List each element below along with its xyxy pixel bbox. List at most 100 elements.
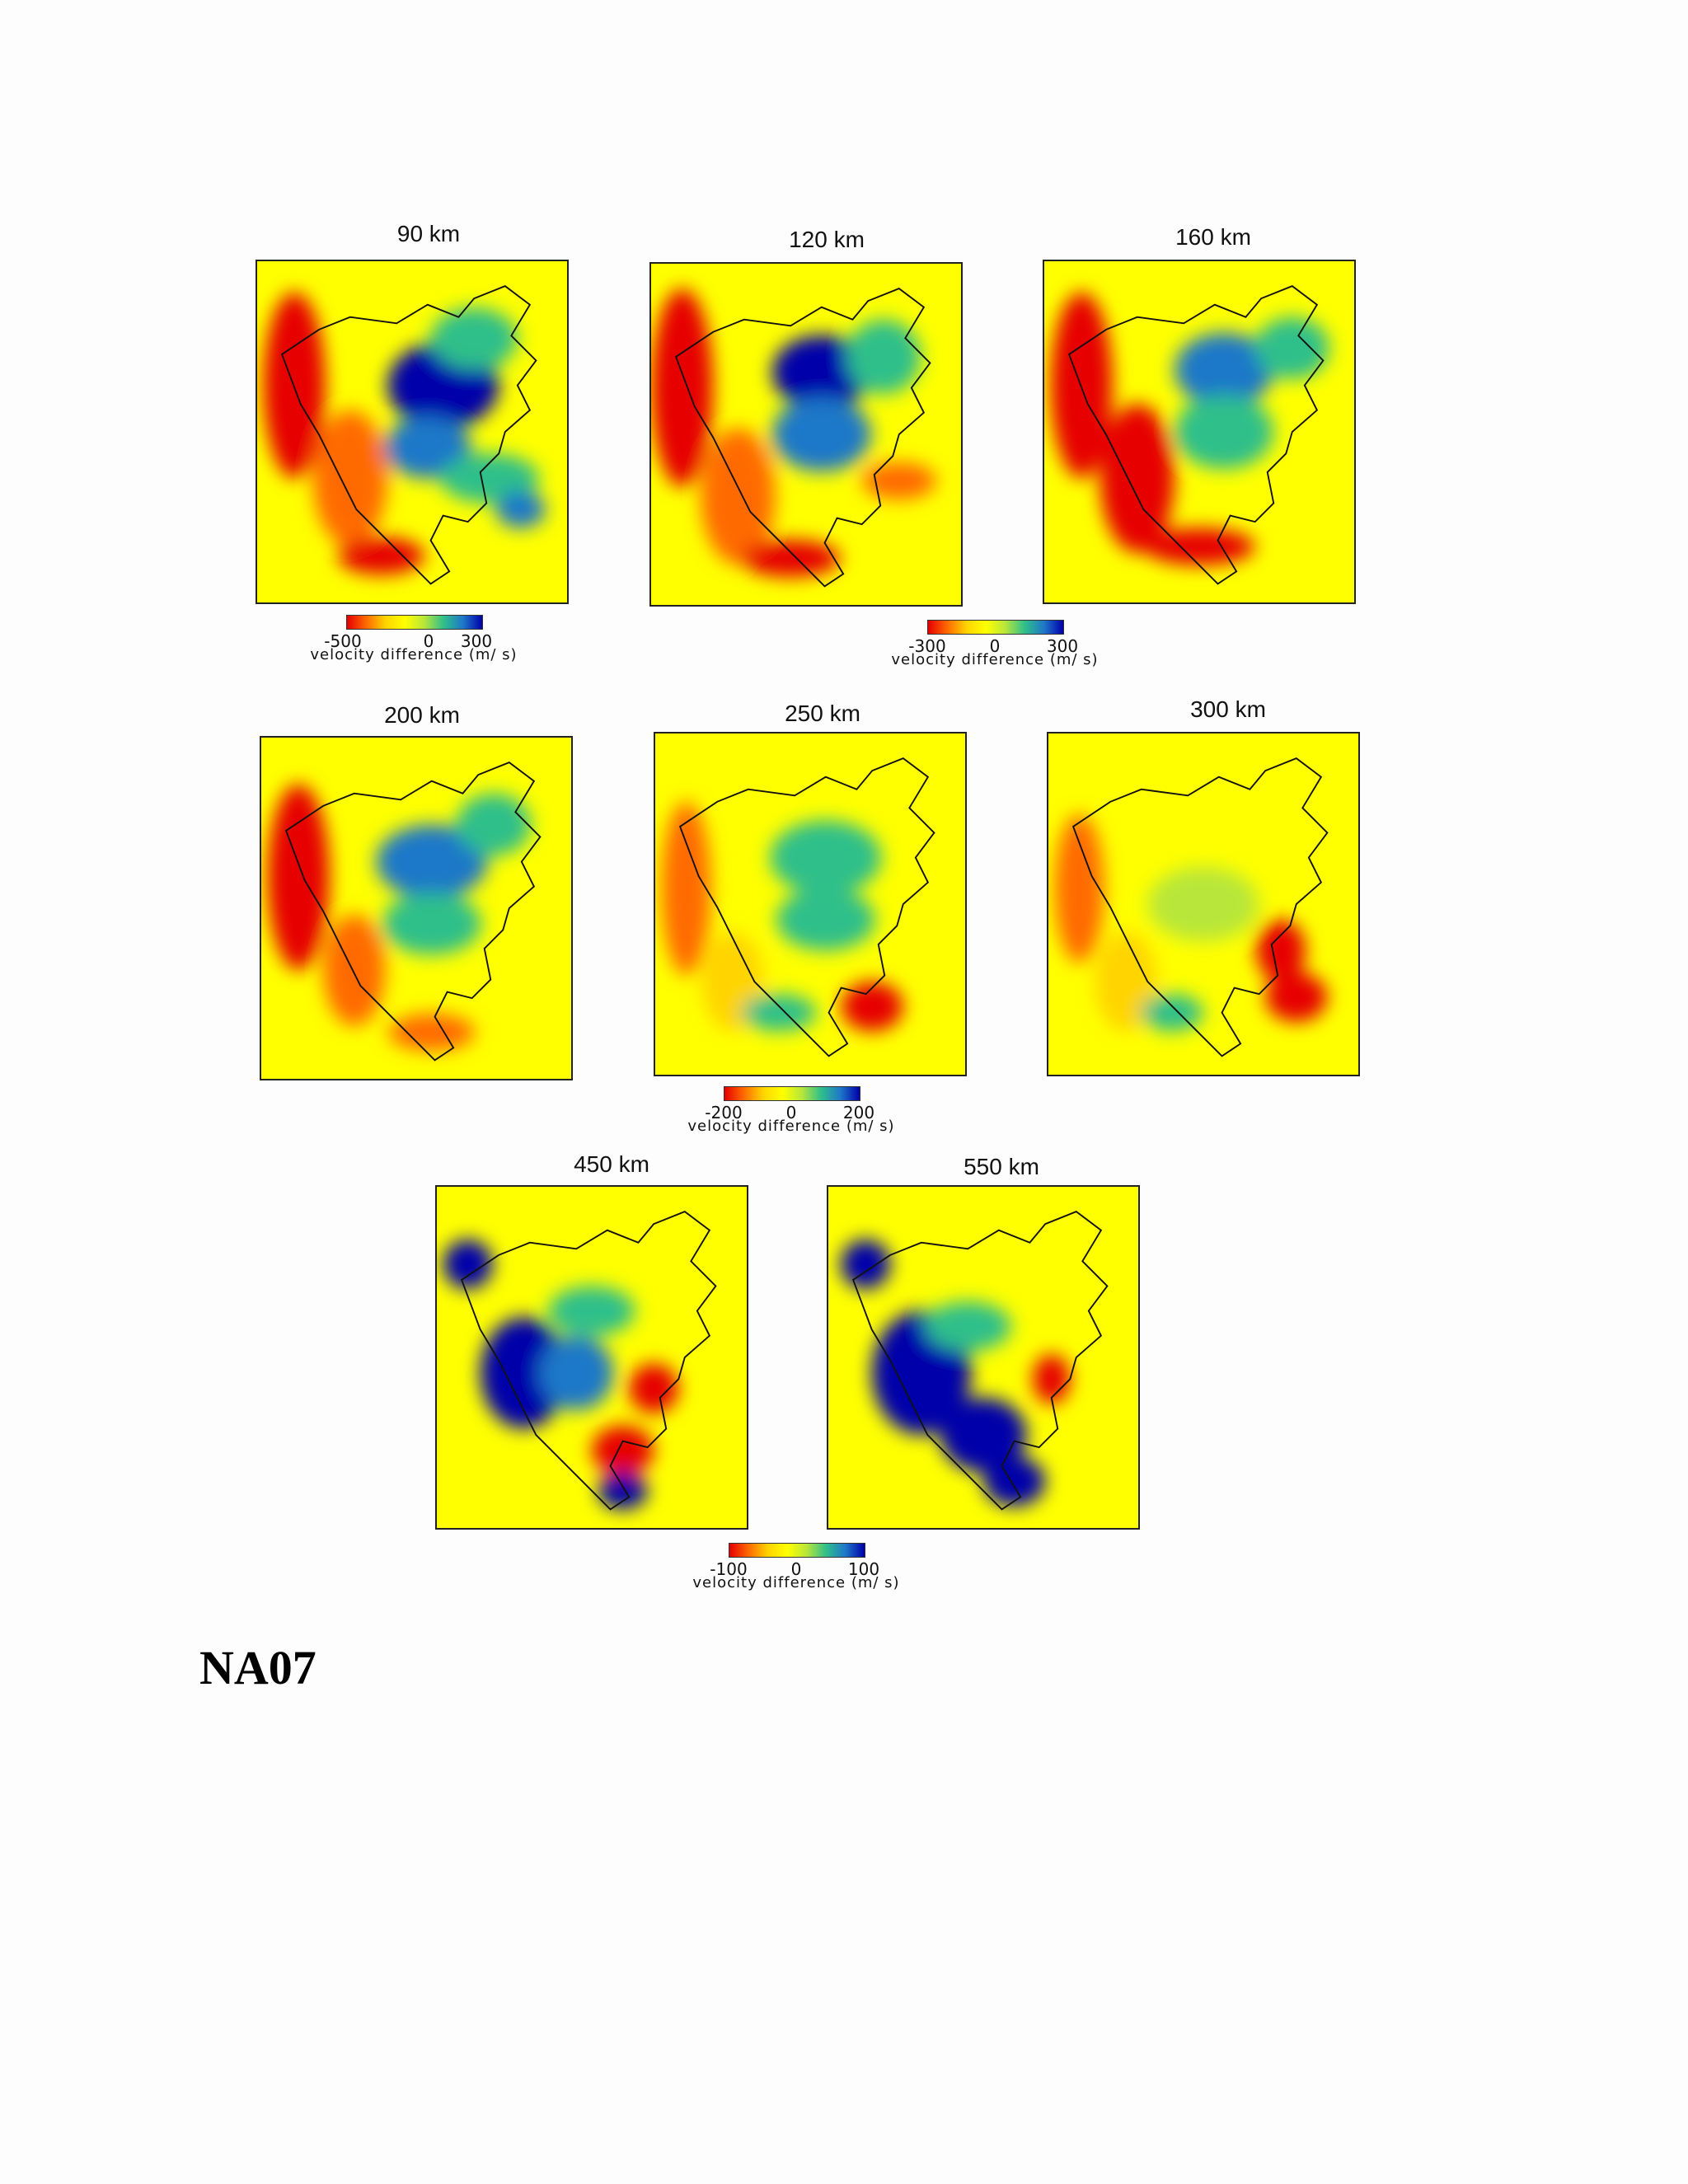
anomaly-region (1255, 919, 1306, 982)
map-panel-160km (1043, 260, 1356, 604)
anomaly-region (841, 982, 903, 1032)
anomaly-region (598, 1472, 648, 1510)
colorbar-mid: 0 (790, 1559, 802, 1579)
anomaly-region (661, 801, 711, 976)
map-anomaly-field (1054, 757, 1329, 1057)
panel-title-300km: 300 km (1190, 696, 1266, 722)
panel-title-90km: 90 km (396, 221, 461, 246)
colorbar-gradient (729, 1543, 865, 1558)
panel-title-200km: 200 km (384, 702, 460, 728)
colorbar-max: 300 (460, 631, 493, 651)
map-panel-90km (256, 260, 569, 604)
anomaly-region (651, 288, 714, 487)
map-anomaly-field (841, 1211, 1109, 1511)
panel-title-120km: 120 km (789, 227, 865, 252)
anomaly-region (430, 307, 518, 370)
colorbar-ticks: -300 0 300 (894, 636, 1095, 656)
anomaly-region (1265, 972, 1328, 1023)
colorbar-ticks: -100 0 100 (696, 1559, 897, 1579)
anomaly-region (770, 820, 882, 895)
anomaly-region (771, 396, 871, 472)
colorbar-gradient (724, 1086, 860, 1101)
colorbar-ticks: -500 0 300 (313, 631, 514, 651)
anomaly-region (1147, 866, 1259, 942)
anomaly-region (1254, 316, 1329, 380)
anomaly-region (539, 1335, 614, 1410)
anomaly-region (384, 416, 471, 479)
colorbar-max: 300 (1046, 636, 1079, 656)
colorbar-mid: 0 (785, 1103, 797, 1122)
colorbar-gradient (927, 620, 1064, 635)
coastline (284, 762, 542, 1062)
colorbar-min: -500 (324, 631, 362, 651)
anomaly-region (480, 1317, 567, 1429)
anomaly-region (267, 784, 330, 971)
map-panel-450km (435, 1185, 748, 1530)
anomaly-region (771, 335, 871, 410)
anomaly-region (592, 1425, 654, 1476)
colorbar-label: velocity difference (m/ s) (310, 646, 518, 663)
anomaly-region (1033, 1354, 1071, 1404)
model-heading: NA07 (199, 1641, 316, 1694)
colorbar-max: 100 (847, 1559, 880, 1579)
colorbar-label: velocity difference (m/ s) (692, 1574, 900, 1591)
anomaly-region (701, 428, 776, 565)
anomaly-region (388, 1013, 476, 1052)
anomaly-region (1100, 404, 1175, 553)
colorbar-mid: 0 (989, 636, 1001, 656)
anomaly-region (741, 539, 841, 578)
anomaly-region (983, 1456, 1046, 1507)
colorbar-mid: 0 (423, 631, 434, 651)
map-panel-200km (260, 736, 573, 1080)
coastline (674, 288, 931, 588)
anomaly-region (629, 1363, 679, 1413)
anomaly-region (841, 1239, 891, 1290)
anomaly-region (382, 893, 481, 955)
panel-title-250km: 250 km (785, 701, 860, 726)
panel-title-450km: 450 km (574, 1151, 649, 1177)
colorbar-min: -200 (705, 1103, 743, 1122)
map-anomaly-field (651, 288, 936, 588)
map-anomaly-field (661, 757, 935, 1057)
colorbar-ticks: -200 0 200 (691, 1103, 892, 1122)
anomaly-region (861, 462, 936, 500)
anomaly-region (1054, 813, 1104, 963)
map-anomaly-field (443, 1211, 717, 1511)
anomaly-region (776, 888, 875, 951)
map-anomaly-field (267, 762, 542, 1062)
anomaly-region (1141, 994, 1203, 1032)
anomaly-region (1143, 527, 1255, 565)
colorbar-gradient (346, 615, 483, 630)
panel-title-550km: 550 km (964, 1154, 1039, 1179)
anomaly-region (940, 1397, 1027, 1473)
map-anomaly-field (1050, 285, 1329, 585)
map-panel-120km (649, 262, 963, 607)
map-panel-250km (654, 732, 967, 1076)
map-panel-300km (1047, 732, 1360, 1076)
anomaly-region (742, 994, 817, 1032)
anomaly-region (456, 793, 532, 856)
anomaly-region (312, 410, 387, 547)
anomaly-region (1174, 394, 1274, 470)
anomaly-region (846, 319, 921, 395)
panel-title-160km: 160 km (1175, 224, 1251, 250)
anomaly-region (548, 1286, 635, 1336)
anomaly-region (495, 490, 546, 528)
map-anomaly-field (263, 285, 546, 585)
anomaly-region (376, 824, 488, 899)
map-panel-550km (827, 1185, 1140, 1530)
anomaly-region (1174, 332, 1274, 407)
anomaly-region (337, 537, 425, 575)
coastline (280, 285, 537, 585)
anomaly-region (1095, 931, 1157, 1032)
colorbar-label: velocity difference (m/ s) (687, 1118, 895, 1135)
colorbar-max: 200 (842, 1103, 875, 1122)
coastline (1071, 757, 1329, 1057)
coastline (851, 1211, 1109, 1511)
colorbar-min: -100 (710, 1559, 748, 1579)
coastline (1067, 285, 1325, 585)
anomaly-region (439, 453, 540, 504)
colorbar-label: velocity difference (m/ s) (891, 651, 1099, 668)
coastline (460, 1211, 717, 1511)
anomaly-region (443, 1239, 493, 1290)
